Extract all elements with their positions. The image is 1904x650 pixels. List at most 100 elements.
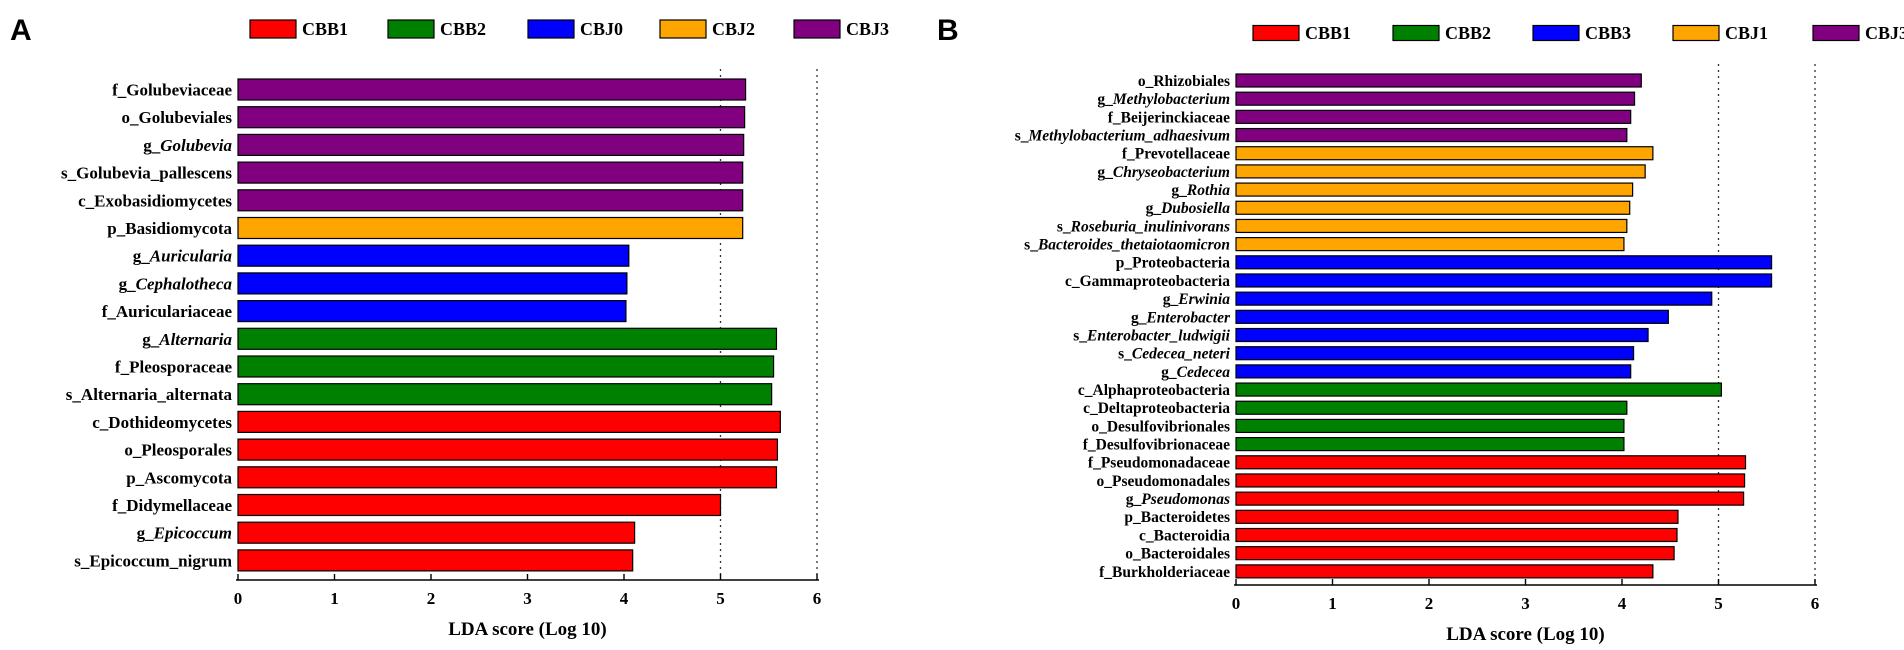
bar-label-f_Pleosporaceae: f_Pleosporaceae	[115, 357, 233, 376]
bar-label-f_Didymellaceae: f_Didymellaceae	[112, 496, 232, 515]
bar-label-o_Pleosporales: o_Pleosporales	[124, 441, 232, 460]
bar-g_Rothia	[1235, 182, 1634, 197]
x-tick-label-3: 3	[523, 589, 532, 608]
bar-p_Bacteroidetes	[1235, 509, 1679, 524]
x-tick-label-4: 4	[1618, 594, 1627, 613]
bar-g_Epicoccum	[237, 521, 636, 544]
x-tick-label-1: 1	[330, 589, 339, 608]
bar-label-o_Bacteroidales: o_Bacteroidales	[1125, 546, 1230, 563]
bar-p_Proteobacteria	[1235, 255, 1773, 270]
x-tick-label-6: 6	[813, 589, 822, 608]
panel-letter-B: B	[937, 14, 959, 47]
bar-f_Desulfovibrionaceae	[1235, 437, 1625, 452]
bar-f_Golubeviaceae	[237, 78, 747, 101]
bar-g_Cephalotheca	[237, 272, 628, 295]
bar-label-g_Cephalotheca: g_Cephalotheca	[119, 274, 233, 293]
x-tick-label-2: 2	[1425, 594, 1434, 613]
bar-label-f_Pseudomonadaceae: f_Pseudomonadaceae	[1088, 455, 1230, 472]
bar-label-f_Beijerinckiaceae: f_Beijerinckiaceae	[1108, 109, 1230, 126]
bar-g_Dubosiella	[1235, 200, 1631, 215]
legend-label-cbj3: CBJ3	[1865, 23, 1904, 43]
panel-letter-A: A	[10, 14, 32, 47]
legend-swatch-cbb1	[1252, 24, 1300, 42]
bar-label-f_Auriculariaceae: f_Auriculariaceae	[102, 302, 233, 321]
panel-B: B CBB1 CBB2 CBB3 CBJ1 CBJ3 o_Rhizobialesg_Meth…	[937, 14, 1904, 645]
x-tick-label-2: 2	[427, 589, 436, 608]
bar-c_Exobasidiomycetes	[237, 189, 744, 212]
bar-label-s_Alternaria_alternata: s_Alternaria_alternata	[66, 385, 233, 404]
x-tick-label-3: 3	[1521, 594, 1530, 613]
legend-swatch-cbb3	[1532, 24, 1580, 42]
bar-label-f_Burkholderiaceae: f_Burkholderiaceae	[1099, 564, 1230, 581]
x-tick-label-0: 0	[234, 589, 243, 608]
bar-label-c_Dothideomycetes: c_Dothideomycetes	[92, 413, 232, 432]
x-tick-label-4: 4	[620, 589, 629, 608]
bar-f_Pseudomonadaceae	[1235, 455, 1747, 470]
bar-s_Cedecea_neteri	[1235, 346, 1635, 361]
x-tick-label-1: 1	[1328, 594, 1337, 613]
bar-label-g_Chryseobacterium: g_Chryseobacterium	[1097, 164, 1230, 181]
bar-label-s_Roseburia_inulinivorans: s_Roseburia_inulinivorans	[1057, 218, 1230, 235]
bar-label-f_Golubeviaceae: f_Golubeviaceae	[112, 80, 232, 99]
bar-label-p_Ascomycota: p_Ascomycota	[126, 468, 232, 487]
bar-f_Pleosporaceae	[237, 355, 775, 378]
legend-label-cbj3: CBJ3	[846, 19, 889, 39]
x-axis-title: LDA score (Log 10)	[1446, 624, 1605, 645]
legend-label-cbb1: CBB1	[1305, 23, 1351, 43]
bar-c_Alphaproteobacteria	[1235, 382, 1722, 397]
x-tick-label-5: 5	[716, 589, 725, 608]
legend-swatch-cbb2	[387, 19, 435, 39]
bar-g_Methylobacterium	[1235, 91, 1636, 106]
bar-s_Methylobacterium_adhaesivum	[1235, 127, 1628, 143]
bar-g_Alternaria	[237, 327, 778, 350]
legend-label-cbb2: CBB2	[1445, 23, 1491, 43]
bar-label-g_Rothia: g_Rothia	[1171, 182, 1230, 199]
legend-label-cbj0: CBJ0	[580, 19, 623, 39]
bar-g_Enterobacter	[1235, 309, 1669, 324]
bar-o_Pseudomonadales	[1235, 473, 1746, 488]
legend-swatch-cbj3	[1812, 24, 1860, 42]
bar-s_Epicoccum_nigrum	[237, 549, 634, 572]
bar-label-c_Deltaproteobacteria: c_Deltaproteobacteria	[1083, 400, 1230, 417]
bar-label-o_Desulfovibrionales: o_Desulfovibrionales	[1091, 418, 1230, 435]
bar-label-g_Epicoccum: g_Epicoccum	[137, 524, 232, 543]
x-tick-label-5: 5	[1714, 594, 1723, 613]
x-tick-label-0: 0	[1232, 594, 1241, 613]
bar-label-f_Desulfovibrionaceae: f_Desulfovibrionaceae	[1083, 437, 1230, 454]
bar-label-g_Pseudomonas: g_Pseudomonas	[1126, 491, 1230, 508]
bar-label-s_Enterobacter_ludwigii: s_Enterobacter_ludwigii	[1073, 327, 1230, 344]
bar-label-p_Proteobacteria: p_Proteobacteria	[1116, 255, 1230, 272]
bar-label-g_Erwinia: g_Erwinia	[1163, 291, 1230, 308]
bar-c_Dothideomycetes	[237, 410, 781, 433]
bar-f_Burkholderiaceae	[1235, 564, 1654, 579]
bar-o_Pleosporales	[237, 438, 779, 461]
panel-A: A CBB1 CBB2 CBJ0 CBJ2 CBJ3 f_Golubeviaceae o_Go…	[10, 14, 889, 640]
bar-f_Beijerinckiaceae	[1235, 109, 1632, 124]
bar-p_Ascomycota	[237, 466, 778, 489]
legend-label-cbb3: CBB3	[1585, 23, 1631, 43]
legend-swatch-cbb1	[249, 19, 297, 39]
bar-g_Cedecea	[1235, 364, 1632, 379]
bar-label-o_Pseudomonadales: o_Pseudomonadales	[1097, 473, 1231, 490]
bar-p_Basidiomycota	[237, 216, 744, 240]
bar-label-c_Exobasidiomycetes: c_Exobasidiomycetes	[78, 191, 232, 210]
legend-label-cbj1: CBJ1	[1725, 23, 1768, 43]
bar-s_Roseburia_inulinivorans	[1235, 218, 1628, 234]
bar-c_Deltaproteobacteria	[1235, 400, 1628, 415]
legend-swatch-cbj1	[1672, 24, 1720, 42]
bar-label-g_Dubosiella: g_Dubosiella	[1146, 200, 1231, 217]
bar-label-p_Basidiomycota: p_Basidiomycota	[107, 219, 232, 238]
bar-label-p_Bacteroidetes: p_Bacteroidetes	[1124, 509, 1230, 526]
bar-s_Bacteroides_thetaiotaomicron	[1235, 237, 1625, 252]
bar-label-g_Alternaria: g_Alternaria	[142, 330, 232, 349]
bar-o_Rhizobiales	[1235, 73, 1642, 88]
bar-c_Gammaproteobacteria	[1235, 273, 1773, 288]
bar-s_Golubevia_pallescens	[237, 161, 744, 184]
bar-label-c_Bacteroidia: c_Bacteroidia	[1139, 527, 1230, 544]
bar-label-g_Methylobacterium: g_Methylobacterium	[1097, 91, 1230, 108]
bar-label-s_Golubevia_pallescens: s_Golubevia_pallescens	[61, 164, 232, 183]
bar-o_Bacteroidales	[1235, 546, 1675, 561]
bar-f_Auriculariaceae	[237, 300, 627, 323]
bar-label-s_Bacteroides_thetaiotaomicron: s_Bacteroides_thetaiotaomicron	[1024, 237, 1230, 254]
